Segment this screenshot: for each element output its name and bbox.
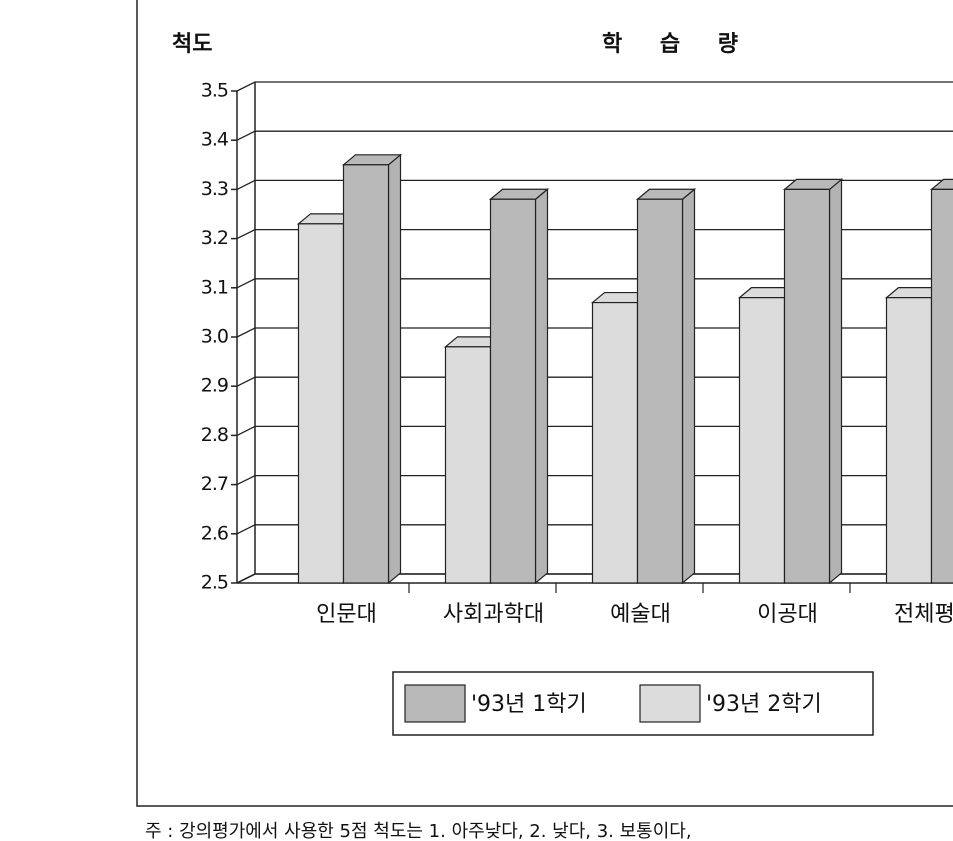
y-tick-label: 3.3 (201, 178, 228, 200)
legend-swatch (639, 684, 701, 723)
y-tick-label: 2.6 (201, 522, 228, 544)
y-tick-label: 3.1 (201, 276, 228, 298)
bar-front (591, 301, 639, 584)
frame (136, 0, 953, 807)
bar-side (387, 153, 402, 585)
grid-line (236, 327, 953, 338)
y-tick-label: 3.5 (201, 80, 228, 102)
bar-front (930, 188, 953, 584)
grid-line (236, 376, 953, 387)
x-tick-label: 예술대 (610, 602, 671, 627)
grid-line (236, 425, 953, 436)
bar-side (681, 187, 696, 585)
y-tick-label: 2.7 (201, 473, 228, 495)
y-tick-label: 3.2 (201, 227, 228, 249)
y-tick-label: 2.5 (201, 572, 228, 594)
x-tick-label: 이공대 (757, 602, 818, 627)
bar-front (636, 198, 684, 584)
bar-front (444, 346, 492, 584)
bar-side (534, 187, 549, 585)
y-axis-label: 척도 (172, 32, 212, 57)
grid-line (236, 524, 953, 535)
bar-front (342, 164, 390, 584)
legend-swatch (404, 684, 466, 723)
legend (392, 671, 874, 736)
grid-line (236, 278, 953, 289)
y-tick-label: 2.8 (201, 424, 228, 446)
x-tick-label: 인문대 (316, 602, 377, 627)
grid-line (236, 228, 953, 240)
grid-line (236, 573, 953, 584)
chart-title: 학 습 량 (602, 32, 738, 57)
grid-line (236, 179, 953, 190)
y-tick-label: 3.4 (201, 129, 229, 151)
bar (782, 178, 844, 585)
grid-line (236, 81, 953, 92)
legend-label: '93년 1학기 (471, 692, 587, 717)
x-tick-label: 전체평균 (894, 602, 953, 627)
bar-front (885, 297, 933, 584)
bar (635, 187, 697, 585)
grid-line (236, 474, 953, 486)
bar-side (828, 178, 843, 585)
x-tick-label: 사회과학대 (443, 602, 544, 627)
bar (929, 178, 953, 584)
bar-front (738, 297, 786, 584)
bar (341, 153, 403, 585)
note: 주 : 강의평가에서 사용한 5점 척도는 1. 아주낮다, 2. 낮다, 3.… (145, 821, 692, 841)
y-tick-label: 2.9 (201, 375, 228, 397)
bar-front (783, 188, 831, 584)
bar (488, 187, 550, 585)
grid-line (236, 130, 953, 141)
y-tick-label: 3.0 (201, 326, 228, 348)
legend-label: '93년 2학기 (706, 692, 822, 717)
bar-front (489, 198, 537, 584)
bar-front (297, 223, 345, 584)
bar-top (929, 178, 953, 190)
